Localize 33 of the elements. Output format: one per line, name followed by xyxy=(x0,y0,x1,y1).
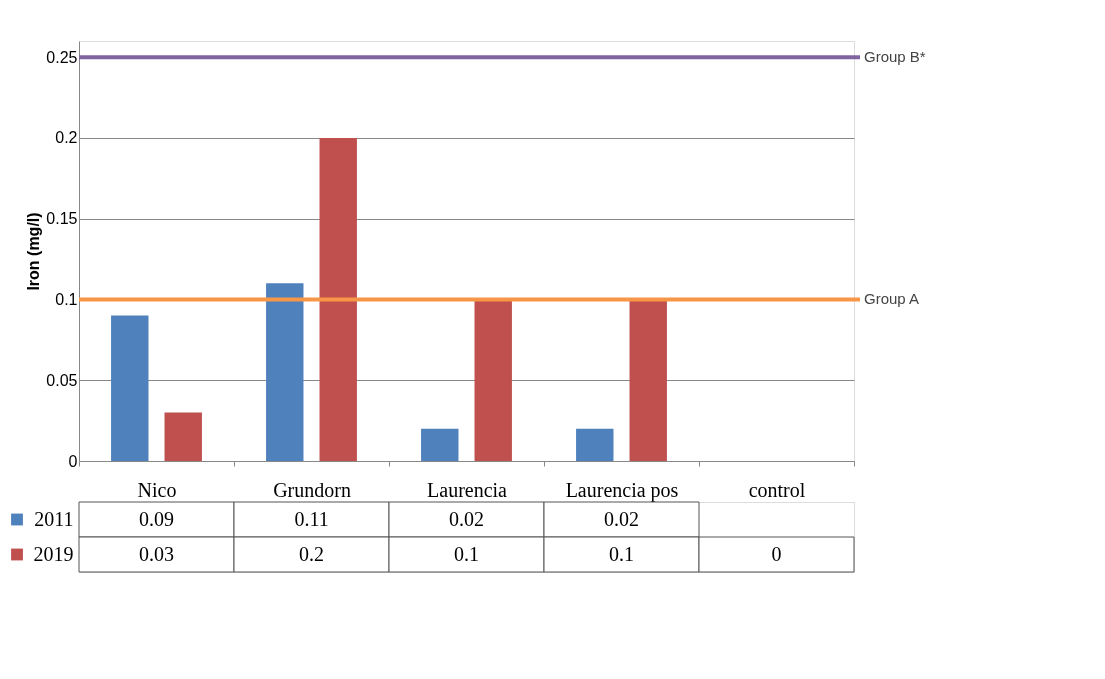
y-axis-title: Iron (mg/l) xyxy=(25,212,43,291)
x-tick-label: Laurencia pos xyxy=(565,478,679,502)
legend-label: 2011 xyxy=(34,507,74,530)
y-tick-label: 0.2 xyxy=(55,129,78,147)
data-label: 0.02 xyxy=(604,507,639,530)
data-label: 0.03 xyxy=(139,542,174,565)
y-tick-label: 0.25 xyxy=(46,48,78,66)
ref-line-label: Group B* xyxy=(864,48,926,66)
x-tick-label: Laurencia xyxy=(427,478,508,501)
data-label: 0.1 xyxy=(454,542,479,565)
data-label: 0.2 xyxy=(299,542,324,565)
x-tick-label: Nico xyxy=(137,478,177,501)
bar xyxy=(629,299,667,461)
y-tick-label: 0 xyxy=(68,452,78,470)
data-label: 0.02 xyxy=(449,507,484,530)
y-tick-label: 0.15 xyxy=(46,210,78,228)
bar xyxy=(576,428,614,461)
data-label: 0 xyxy=(771,542,782,565)
x-tick-label: control xyxy=(748,478,806,501)
bar xyxy=(164,412,202,461)
bar xyxy=(266,283,304,461)
x-tick-label: Grundorn xyxy=(273,478,351,501)
bar xyxy=(421,428,459,461)
ref-line-label: Group A xyxy=(864,290,920,308)
data-label: 0.11 xyxy=(294,507,329,530)
bar xyxy=(111,315,149,461)
y-tick-label: 0.1 xyxy=(55,290,78,308)
bar xyxy=(319,137,357,461)
data-label: 0.1 xyxy=(609,542,634,565)
y-tick-label: 0.05 xyxy=(46,371,78,389)
legend-label: 2019 xyxy=(33,542,74,565)
data-label: 0.09 xyxy=(139,507,174,530)
bar xyxy=(474,299,512,461)
